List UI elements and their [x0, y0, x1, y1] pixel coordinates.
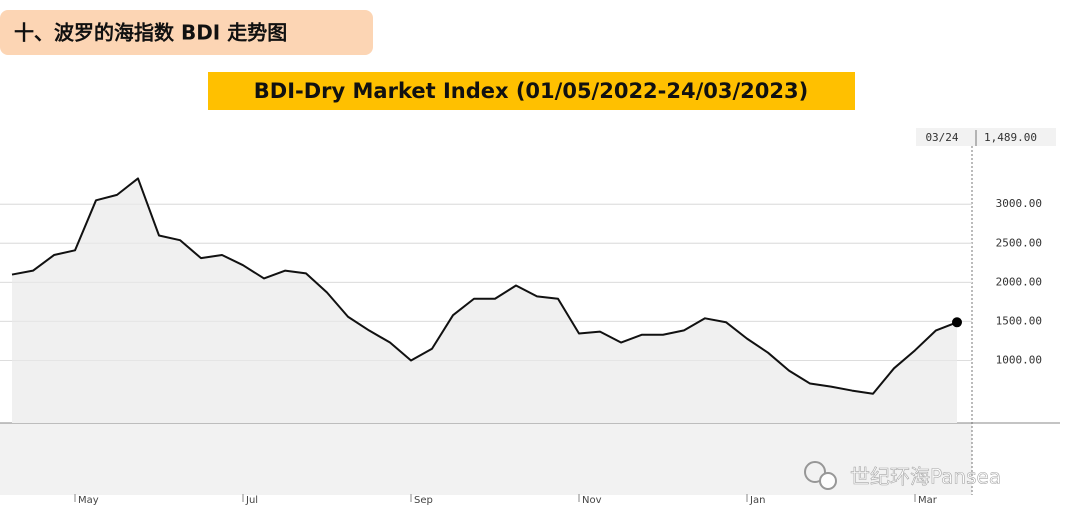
last-box [916, 128, 1056, 146]
header: 十、波罗的海指数 BDI 走势图 [14, 21, 287, 45]
watermark: 世纪环海Pansea [804, 461, 1001, 490]
x-tick-label: Jan [749, 495, 765, 506]
area-fill [12, 178, 957, 423]
line [11, 177, 958, 395]
x-tick-label: May [78, 495, 99, 506]
y-tick-label: 2000.00 [996, 275, 1042, 288]
y-tick-label: 3000.00 [996, 197, 1042, 210]
last-point [952, 317, 962, 328]
y-tick-label: 1000.00 [996, 353, 1042, 366]
x-tick-label: Nov [582, 495, 602, 506]
value-label: 1,489.00 [984, 131, 1037, 144]
header-box [0, 10, 373, 55]
x-tick-label: Mar [918, 495, 938, 506]
watermark-icon [819, 472, 837, 490]
chart-title: BDI-Dry Market Index (01/05/2022-24/03/2… [254, 79, 808, 103]
plot: 1000.00 1500.00 2000.00 2500.00 3000.00 May Ju… [0, 130, 1042, 506]
title-box [208, 72, 855, 110]
x-tick-label: Sep [414, 495, 433, 506]
x-tick-label: Jul [245, 495, 258, 506]
last-date: 03/24 [925, 131, 958, 144]
y-tick-label: 2500.00 [996, 236, 1042, 249]
y-tick-label: 1500.00 [996, 314, 1042, 327]
watermark-icon [804, 461, 826, 483]
volume-panel [0, 423, 972, 495]
watermark-text: 世纪环海Pansea [850, 465, 1001, 489]
